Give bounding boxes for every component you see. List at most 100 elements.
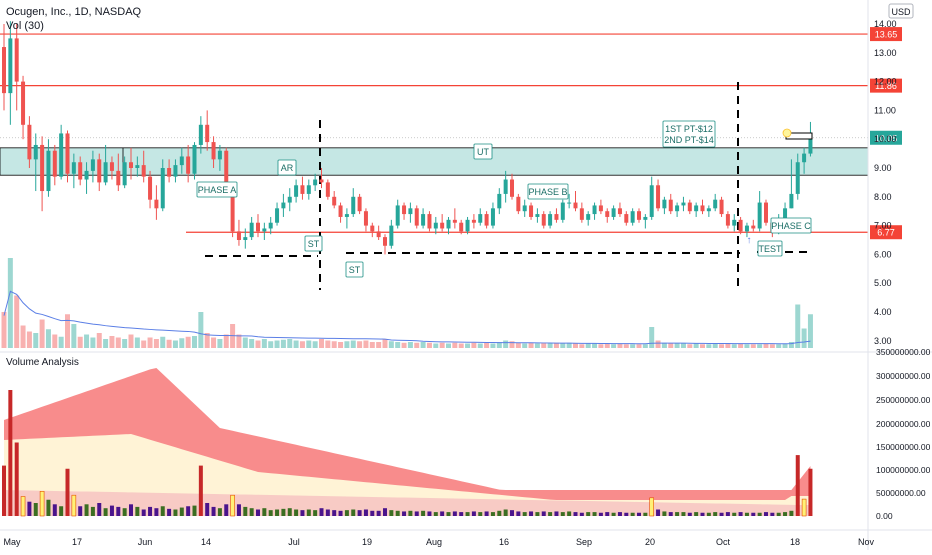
volume-bar (33, 333, 39, 348)
va-bar (154, 508, 159, 516)
ut-label-box (473, 143, 493, 160)
va-bar (370, 510, 375, 516)
candle-body (452, 219, 457, 223)
volume-bar (439, 342, 445, 348)
va-bar (465, 512, 470, 516)
va-bar (59, 506, 64, 516)
candle-body (725, 214, 730, 226)
volume-bar (185, 336, 191, 348)
candle-body (427, 214, 432, 229)
candle-body (573, 202, 578, 209)
candle-body (522, 205, 527, 212)
va-bar (148, 506, 153, 516)
candle-body (751, 225, 756, 229)
volume-bar (236, 334, 242, 348)
volume-bar (65, 314, 70, 348)
volume-bar (465, 343, 471, 348)
candle-body (490, 208, 495, 226)
volume-bar (795, 304, 801, 348)
volume-bar (782, 343, 788, 348)
volume-bar (573, 343, 578, 348)
price-tick-label: 3.00 (874, 336, 892, 346)
va-bar (535, 512, 540, 516)
st-label-1-box (304, 235, 323, 252)
candle-body (789, 193, 794, 209)
candle-body (389, 225, 394, 246)
va-bar (186, 506, 191, 516)
candle-body (351, 196, 356, 215)
va-bar (668, 512, 673, 516)
va-bar (46, 499, 51, 516)
volume-bar (522, 343, 528, 348)
candle-body (783, 208, 788, 220)
candle-body (325, 182, 330, 197)
volume-bar (490, 343, 496, 348)
time-tick-label: 17 (72, 537, 82, 547)
va-bar (306, 509, 311, 516)
volume-tick-label: 100000000.00 (876, 465, 931, 475)
candle-body (383, 237, 387, 246)
volume-bar (458, 343, 464, 348)
volume-bar (382, 339, 388, 348)
va-bar (783, 512, 788, 516)
time-tick-label: Jul (288, 537, 300, 547)
time-tick-label: 16 (499, 537, 509, 547)
volume-bar (20, 325, 26, 348)
va-bar (262, 508, 267, 516)
va-bar (725, 512, 730, 516)
candle-body (109, 162, 114, 171)
candle-body (630, 211, 635, 223)
volume-tick-label: 0.00 (876, 511, 893, 521)
phase-a-label: PHASE A (198, 185, 237, 195)
volume-bar (719, 344, 725, 348)
va-bar (205, 503, 210, 516)
price-tick-label: 8.00 (874, 192, 892, 202)
volume-bar (477, 343, 483, 348)
va-bar (20, 496, 26, 517)
candle-body (148, 176, 153, 200)
candle-body (808, 137, 813, 154)
volume-bar (287, 339, 293, 348)
volume-bar (39, 319, 45, 348)
price-tick-label: 13.00 (874, 48, 897, 58)
va-bar (427, 511, 432, 516)
va-bar (579, 512, 584, 516)
candle-body (357, 196, 362, 212)
candle-body (186, 156, 191, 174)
candle-body (719, 199, 724, 215)
volume-ma-line (3, 290, 811, 345)
time-tick-label: May (3, 537, 21, 547)
va-bar (617, 512, 622, 516)
symbol-title: Ocugen, Inc., 1D, NASDAQ (6, 6, 142, 18)
volume-bar (147, 337, 153, 348)
candle-body (198, 124, 203, 145)
volume-bar (223, 334, 229, 348)
volume-bar (744, 344, 750, 348)
va-bar (243, 506, 248, 516)
time-tick-label: 20 (645, 537, 655, 547)
currency-badge[interactable] (888, 3, 914, 19)
volume-bar (52, 334, 58, 348)
volume-bar (331, 341, 337, 348)
va-bar (78, 506, 83, 516)
candle-body (675, 205, 680, 212)
candle-body (395, 205, 400, 226)
candle-body (744, 225, 749, 232)
candle-body (236, 231, 241, 240)
volume-bar (668, 343, 674, 348)
volume-bar (84, 334, 90, 348)
candle-body (478, 214, 483, 223)
va-bar (230, 494, 235, 517)
candle-body (446, 219, 451, 229)
va-bar (281, 508, 286, 516)
va-bar (490, 512, 495, 516)
candle-body (179, 156, 184, 166)
candle-body (535, 214, 540, 217)
va-bar (421, 510, 426, 516)
va-bar (357, 510, 362, 516)
candle-body (256, 222, 260, 232)
volume-bar (706, 344, 712, 348)
volume-bar (261, 339, 267, 348)
va-bar (236, 504, 241, 516)
candle-body (516, 196, 521, 212)
